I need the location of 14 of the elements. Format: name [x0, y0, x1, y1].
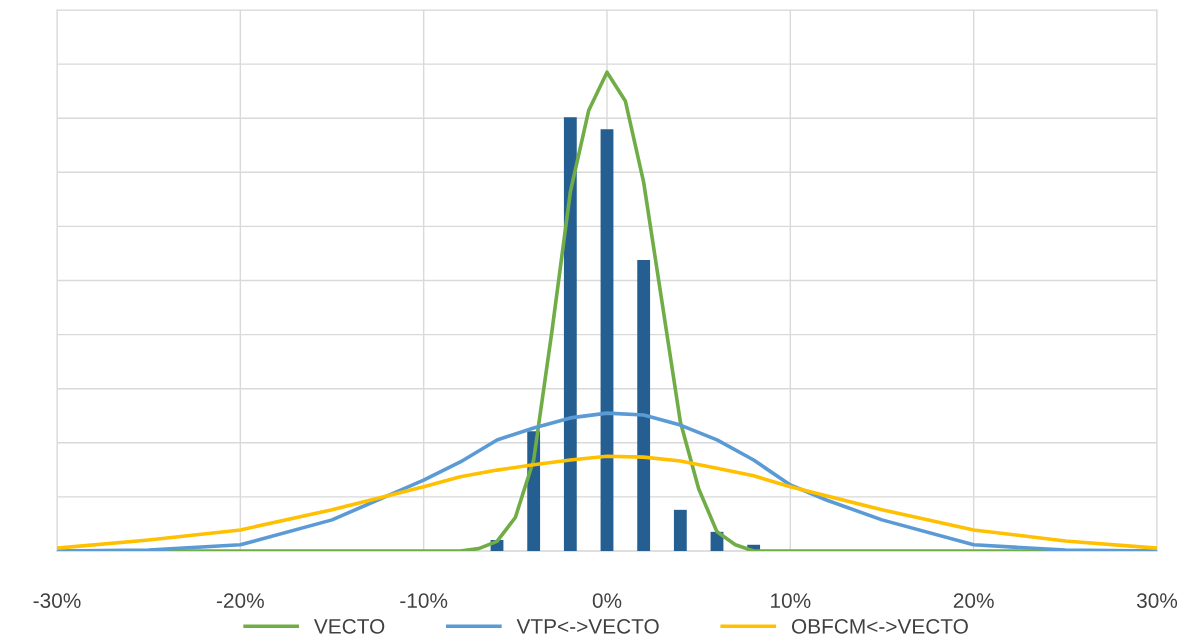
x-tick-label: 10% — [771, 593, 811, 608]
x-tick-label: 0% — [592, 593, 622, 608]
legend-label: OBFCM<->VECTO — [791, 618, 968, 634]
x-tick-label: -10% — [400, 593, 448, 608]
bar — [673, 509, 687, 551]
bar — [637, 259, 651, 551]
x-tick-label: 30% — [1136, 593, 1178, 608]
bar — [563, 117, 577, 551]
legend-label: VTP<->VECTO — [516, 618, 659, 634]
legend-label: VECTO — [313, 618, 385, 634]
x-tick-label: -30% — [33, 593, 81, 608]
bar — [600, 129, 614, 551]
x-tick-label: 20% — [953, 593, 994, 608]
x-tick-label: -20% — [216, 593, 264, 608]
